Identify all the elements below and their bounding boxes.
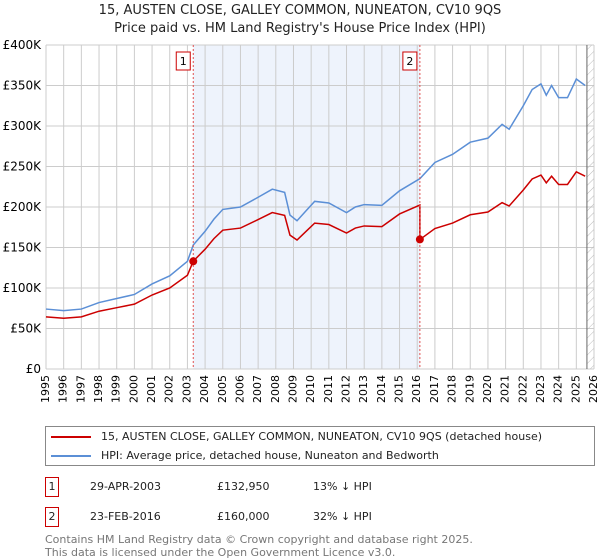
sale-label: 1: [180, 55, 187, 68]
x-tick-label: 2005: [216, 375, 229, 403]
x-tick-label: 2006: [233, 375, 246, 403]
sale-point: [415, 235, 424, 244]
x-tick-label: 1999: [110, 375, 123, 403]
x-tick-label: 2023: [534, 375, 547, 403]
x-tick-label: 2025: [569, 375, 582, 403]
y-tick-label: £300K: [3, 119, 43, 133]
x-tick-label: 2002: [163, 375, 176, 403]
legend-label: 15, AUSTEN CLOSE, GALLEY COMMON, NUNEATO…: [101, 430, 543, 443]
sale-label-box: [402, 51, 418, 71]
legend-item-property: 15, AUSTEN CLOSE, GALLEY COMMON, NUNEATO…: [46, 427, 594, 446]
x-tick-label: 2021: [499, 375, 512, 403]
x-tick-label: 2001: [145, 375, 158, 403]
date: 29-APR-2003: [90, 480, 162, 493]
hpi-line: [45, 77, 586, 312]
x-tick-label: 2007: [251, 375, 264, 403]
y-tick-label: £350K: [3, 79, 43, 93]
x-tick-label: 2013: [357, 375, 370, 403]
price: £160,000: [217, 510, 270, 523]
x-tick-label: 2009: [286, 375, 299, 403]
x-tick-label: 2022: [516, 375, 529, 403]
footer-copyright: Contains HM Land Registry data © Crown c…: [45, 533, 473, 546]
chart-title: 15, AUSTEN CLOSE, GALLEY COMMON, NUNEATO…: [98, 3, 502, 18]
price: £132,950: [217, 480, 270, 493]
y-tick-label: £400K: [3, 38, 43, 52]
x-tick-label: 2015: [393, 375, 406, 403]
marker-badge: 1: [45, 477, 59, 497]
y-tick-label: £200K: [3, 200, 43, 214]
x-tick-label: 1997: [74, 375, 87, 403]
x-tick-label: 1996: [57, 375, 70, 403]
x-tick-label: 2008: [269, 375, 282, 403]
y-tick-label: £0: [26, 362, 41, 376]
chart-subtitle: Price paid vs. HM Land Registry's House …: [114, 21, 486, 36]
x-tick-label: 2026: [587, 375, 600, 403]
marker-badge: 2: [45, 507, 59, 527]
property-price-line: [45, 170, 586, 320]
x-tick-label: 2017: [428, 375, 441, 403]
x-tick-label: 2014: [375, 375, 388, 403]
sale-label: 2: [406, 55, 413, 68]
x-tick-label: 2016: [410, 375, 423, 403]
x-tick-label: 2019: [463, 375, 476, 403]
x-tick-label: 2020: [481, 375, 494, 403]
date: 23-FEB-2016: [90, 510, 161, 523]
y-tick-label: £100K: [3, 281, 43, 295]
blue-line-swatch: [51, 454, 91, 457]
red-line-swatch: [51, 435, 91, 438]
x-tick-label: 2024: [552, 375, 565, 403]
legend: 15, AUSTEN CLOSE, GALLEY COMMON, NUNEATO…: [45, 426, 595, 466]
legend-label: HPI: Average price, detached house, Nune…: [101, 449, 439, 462]
x-tick-label: 2018: [446, 375, 459, 403]
sale-point: [189, 257, 198, 266]
x-tick-label: 2000: [127, 375, 140, 403]
forecast-hatch: [586, 45, 594, 369]
footer: Contains HM Land Registry data © Crown c…: [45, 533, 473, 559]
y-tick-label: £50K: [10, 322, 42, 336]
transaction-row: 2 23-FEB-2016 £160,000 32% ↓ HPI: [45, 507, 545, 527]
y-tick-label: £150K: [3, 241, 43, 255]
price-chart: 1995 1996 1997 1998 1999 2000 2001 2002 2003 2004…: [3, 38, 600, 403]
y-tick-label: £250K: [3, 160, 43, 174]
x-tick-label: 2011: [322, 375, 335, 403]
sale-label-box: [175, 51, 191, 71]
footer-licence: This data is licensed under the Open Gov…: [45, 546, 396, 559]
legend-item-hpi: HPI: Average price, detached house, Nune…: [46, 446, 594, 465]
transaction-row: 1 29-APR-2003 £132,950 13% ↓ HPI: [45, 477, 545, 497]
x-tick-label: 2010: [304, 375, 317, 403]
x-tick-label: 2004: [198, 375, 211, 403]
x-tick-label: 2012: [340, 375, 353, 403]
hpi-diff: 32% ↓ HPI: [313, 510, 372, 523]
x-tick-label: 2003: [180, 375, 193, 403]
x-tick-label: 1995: [39, 375, 52, 403]
x-tick-label: 1998: [92, 375, 105, 403]
hpi-diff: 13% ↓ HPI: [313, 480, 372, 493]
